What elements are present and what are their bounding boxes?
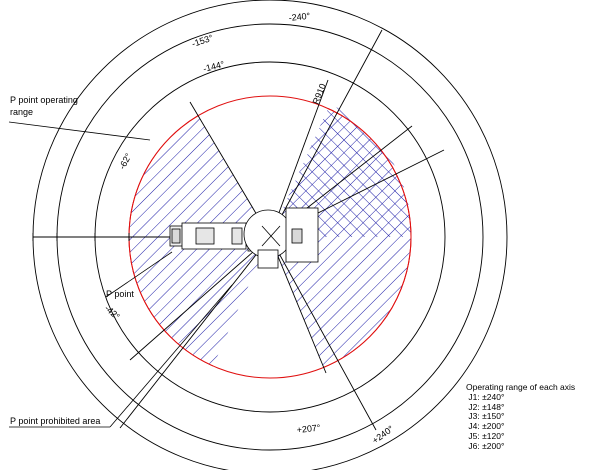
- radial-line-neg-240: [269, 29, 383, 238]
- label-ang-neg-240: -240°: [288, 11, 311, 23]
- radial-line-neg-42: [129, 236, 271, 361]
- axis-row-j6: J6: ±200°: [466, 440, 598, 452]
- leader-p-point: [105, 251, 173, 298]
- label-prohibited-area: P point prohibited area: [10, 416, 100, 426]
- label-ang-pos-207: +207°: [296, 423, 321, 435]
- axis-range: ±200°: [482, 421, 505, 432]
- axis-joint: J5:: [468, 430, 480, 441]
- leader-prohibited-area-2: [109, 284, 233, 428]
- axis-row-j3: J3: ±150°: [466, 411, 598, 422]
- leader-operating-range: [8, 121, 151, 141]
- white-wedge-top: [190, 84, 330, 237]
- axis-row-j5: J5: ±120°: [466, 430, 598, 442]
- axis-row-j4: J4: ±200°: [466, 421, 598, 432]
- axis-joint: J1:: [468, 391, 480, 402]
- axis-row-j1: J1: ±240°: [466, 391, 598, 403]
- label-ang-neg-153: -153°: [191, 33, 215, 49]
- axis-joint: J2:: [468, 401, 480, 412]
- axis-row-j2: J2: ±148°: [466, 401, 598, 413]
- radial-line-pos-240: [269, 236, 377, 431]
- radial-line-bottom: [269, 236, 327, 374]
- label-p-point: P point: [106, 289, 134, 299]
- operating-range-table: Operating range of each axis J1: ±240° J…: [466, 382, 598, 452]
- label-operating-range-line1: P point operating: [10, 95, 78, 105]
- axis-range: ±200°: [482, 440, 505, 451]
- operating-range-title: Operating range of each axis: [466, 382, 576, 392]
- label-ang-neg-62: -62°: [117, 151, 134, 171]
- axis-joint: J6:: [468, 440, 480, 451]
- axis-range: ±150°: [482, 411, 505, 422]
- radial-line-neg-153: [269, 79, 329, 238]
- axis-joint: J3:: [468, 411, 480, 422]
- robot-arm: [169, 207, 319, 269]
- label-ang-neg-42: -42°: [103, 303, 122, 322]
- axis-range: ±148°: [482, 401, 505, 412]
- axis-joint: J4:: [468, 421, 480, 432]
- axis-range: ±120°: [482, 430, 505, 441]
- label-operating-range-line2: range: [10, 107, 33, 117]
- white-wedge-bottom: [210, 237, 326, 386]
- axis-range: ±240°: [482, 391, 505, 402]
- crosshatch-region: [270, 104, 412, 237]
- radial-line-pos-207: [119, 236, 271, 429]
